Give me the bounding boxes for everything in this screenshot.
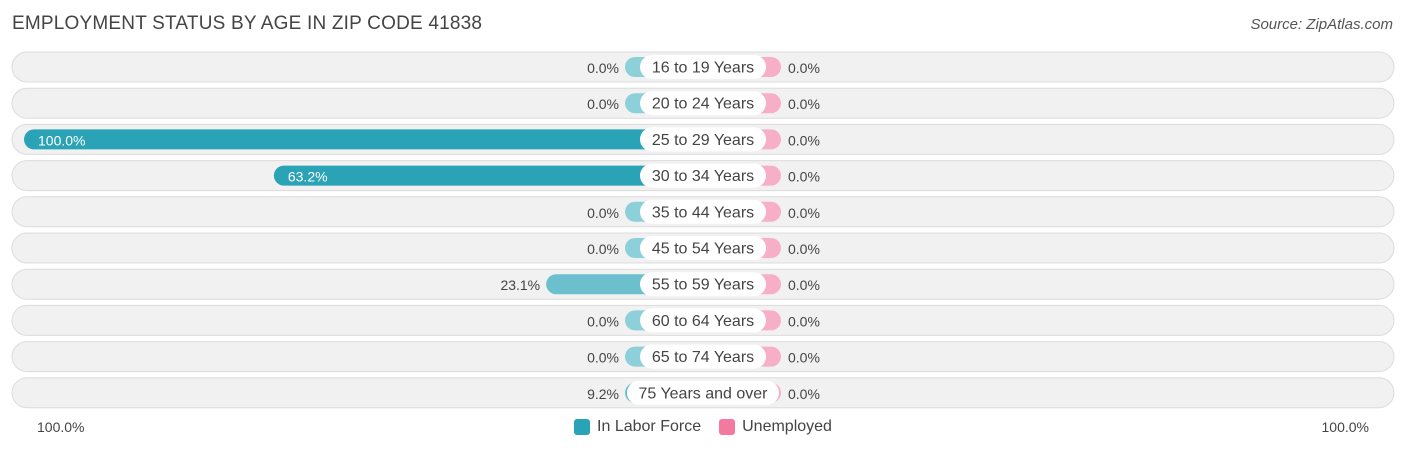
category-label: 65 to 74 Years xyxy=(652,349,754,366)
legend: In Labor Force Unemployed xyxy=(0,416,1406,438)
value-label-labor-force: 23.1% xyxy=(500,277,540,293)
category-pill xyxy=(640,55,766,79)
category-label: 20 to 24 Years xyxy=(652,96,754,113)
category-pill xyxy=(640,308,766,333)
source-label: Source: ZipAtlas.com xyxy=(1250,16,1393,33)
legend-label-unemployed: Unemployed xyxy=(742,418,832,435)
axis-right-label: 100.0% xyxy=(1321,419,1369,435)
category-pill xyxy=(640,236,766,260)
value-label-labor-force: 0.0% xyxy=(587,241,619,257)
value-label-labor-force: 100.0% xyxy=(38,132,85,148)
value-label-unemployed: 0.0% xyxy=(788,313,820,329)
value-label-labor-force: 63.2% xyxy=(288,169,328,185)
category-label: 45 to 54 Years xyxy=(652,241,754,258)
value-label-labor-force: 0.0% xyxy=(587,313,619,329)
value-label-unemployed: 0.0% xyxy=(788,386,820,402)
value-label-unemployed: 0.0% xyxy=(788,350,820,366)
legend-item-unemployed: Unemployed xyxy=(719,418,832,436)
value-label-labor-force: 0.0% xyxy=(587,205,619,221)
category-label: 55 to 59 Years xyxy=(652,277,754,294)
value-label-unemployed: 0.0% xyxy=(788,96,820,112)
category-pill xyxy=(640,91,766,116)
category-pill xyxy=(640,344,766,369)
value-label-unemployed: 0.0% xyxy=(788,277,820,293)
category-pill xyxy=(640,163,766,188)
value-label-labor-force: 0.0% xyxy=(587,96,619,112)
category-label: 30 to 34 Years xyxy=(652,168,754,185)
value-label-unemployed: 0.0% xyxy=(788,132,820,148)
category-label: 16 to 19 Years xyxy=(652,60,754,77)
category-label: 35 to 44 Years xyxy=(652,204,754,221)
category-pill xyxy=(640,199,766,224)
chart-title: EMPLOYMENT STATUS BY AGE IN ZIP CODE 418… xyxy=(12,13,483,34)
value-label-unemployed: 0.0% xyxy=(788,241,820,257)
category-label: 75 Years and over xyxy=(639,385,769,402)
category-label: 60 to 64 Years xyxy=(652,313,754,330)
category-pill xyxy=(627,380,779,405)
value-label-labor-force: 0.0% xyxy=(587,350,619,366)
legend-swatch-labor-force xyxy=(574,419,591,435)
category-pill xyxy=(640,272,766,297)
category-pill xyxy=(640,127,766,152)
value-label-unemployed: 0.0% xyxy=(788,60,820,76)
value-label-labor-force: 0.0% xyxy=(587,60,619,76)
bar-labor-force xyxy=(24,129,703,150)
value-label-unemployed: 0.0% xyxy=(788,205,820,221)
legend-item-labor-force: In Labor Force xyxy=(574,418,701,436)
legend-label-labor-force: In Labor Force xyxy=(597,418,702,435)
axis-left-label: 100.0% xyxy=(37,419,85,435)
value-label-labor-force: 9.2% xyxy=(587,386,619,402)
category-label: 25 to 29 Years xyxy=(652,132,754,149)
bar-labor-force xyxy=(273,165,703,186)
legend-swatch-unemployed xyxy=(719,419,736,435)
value-label-unemployed: 0.0% xyxy=(788,169,820,185)
